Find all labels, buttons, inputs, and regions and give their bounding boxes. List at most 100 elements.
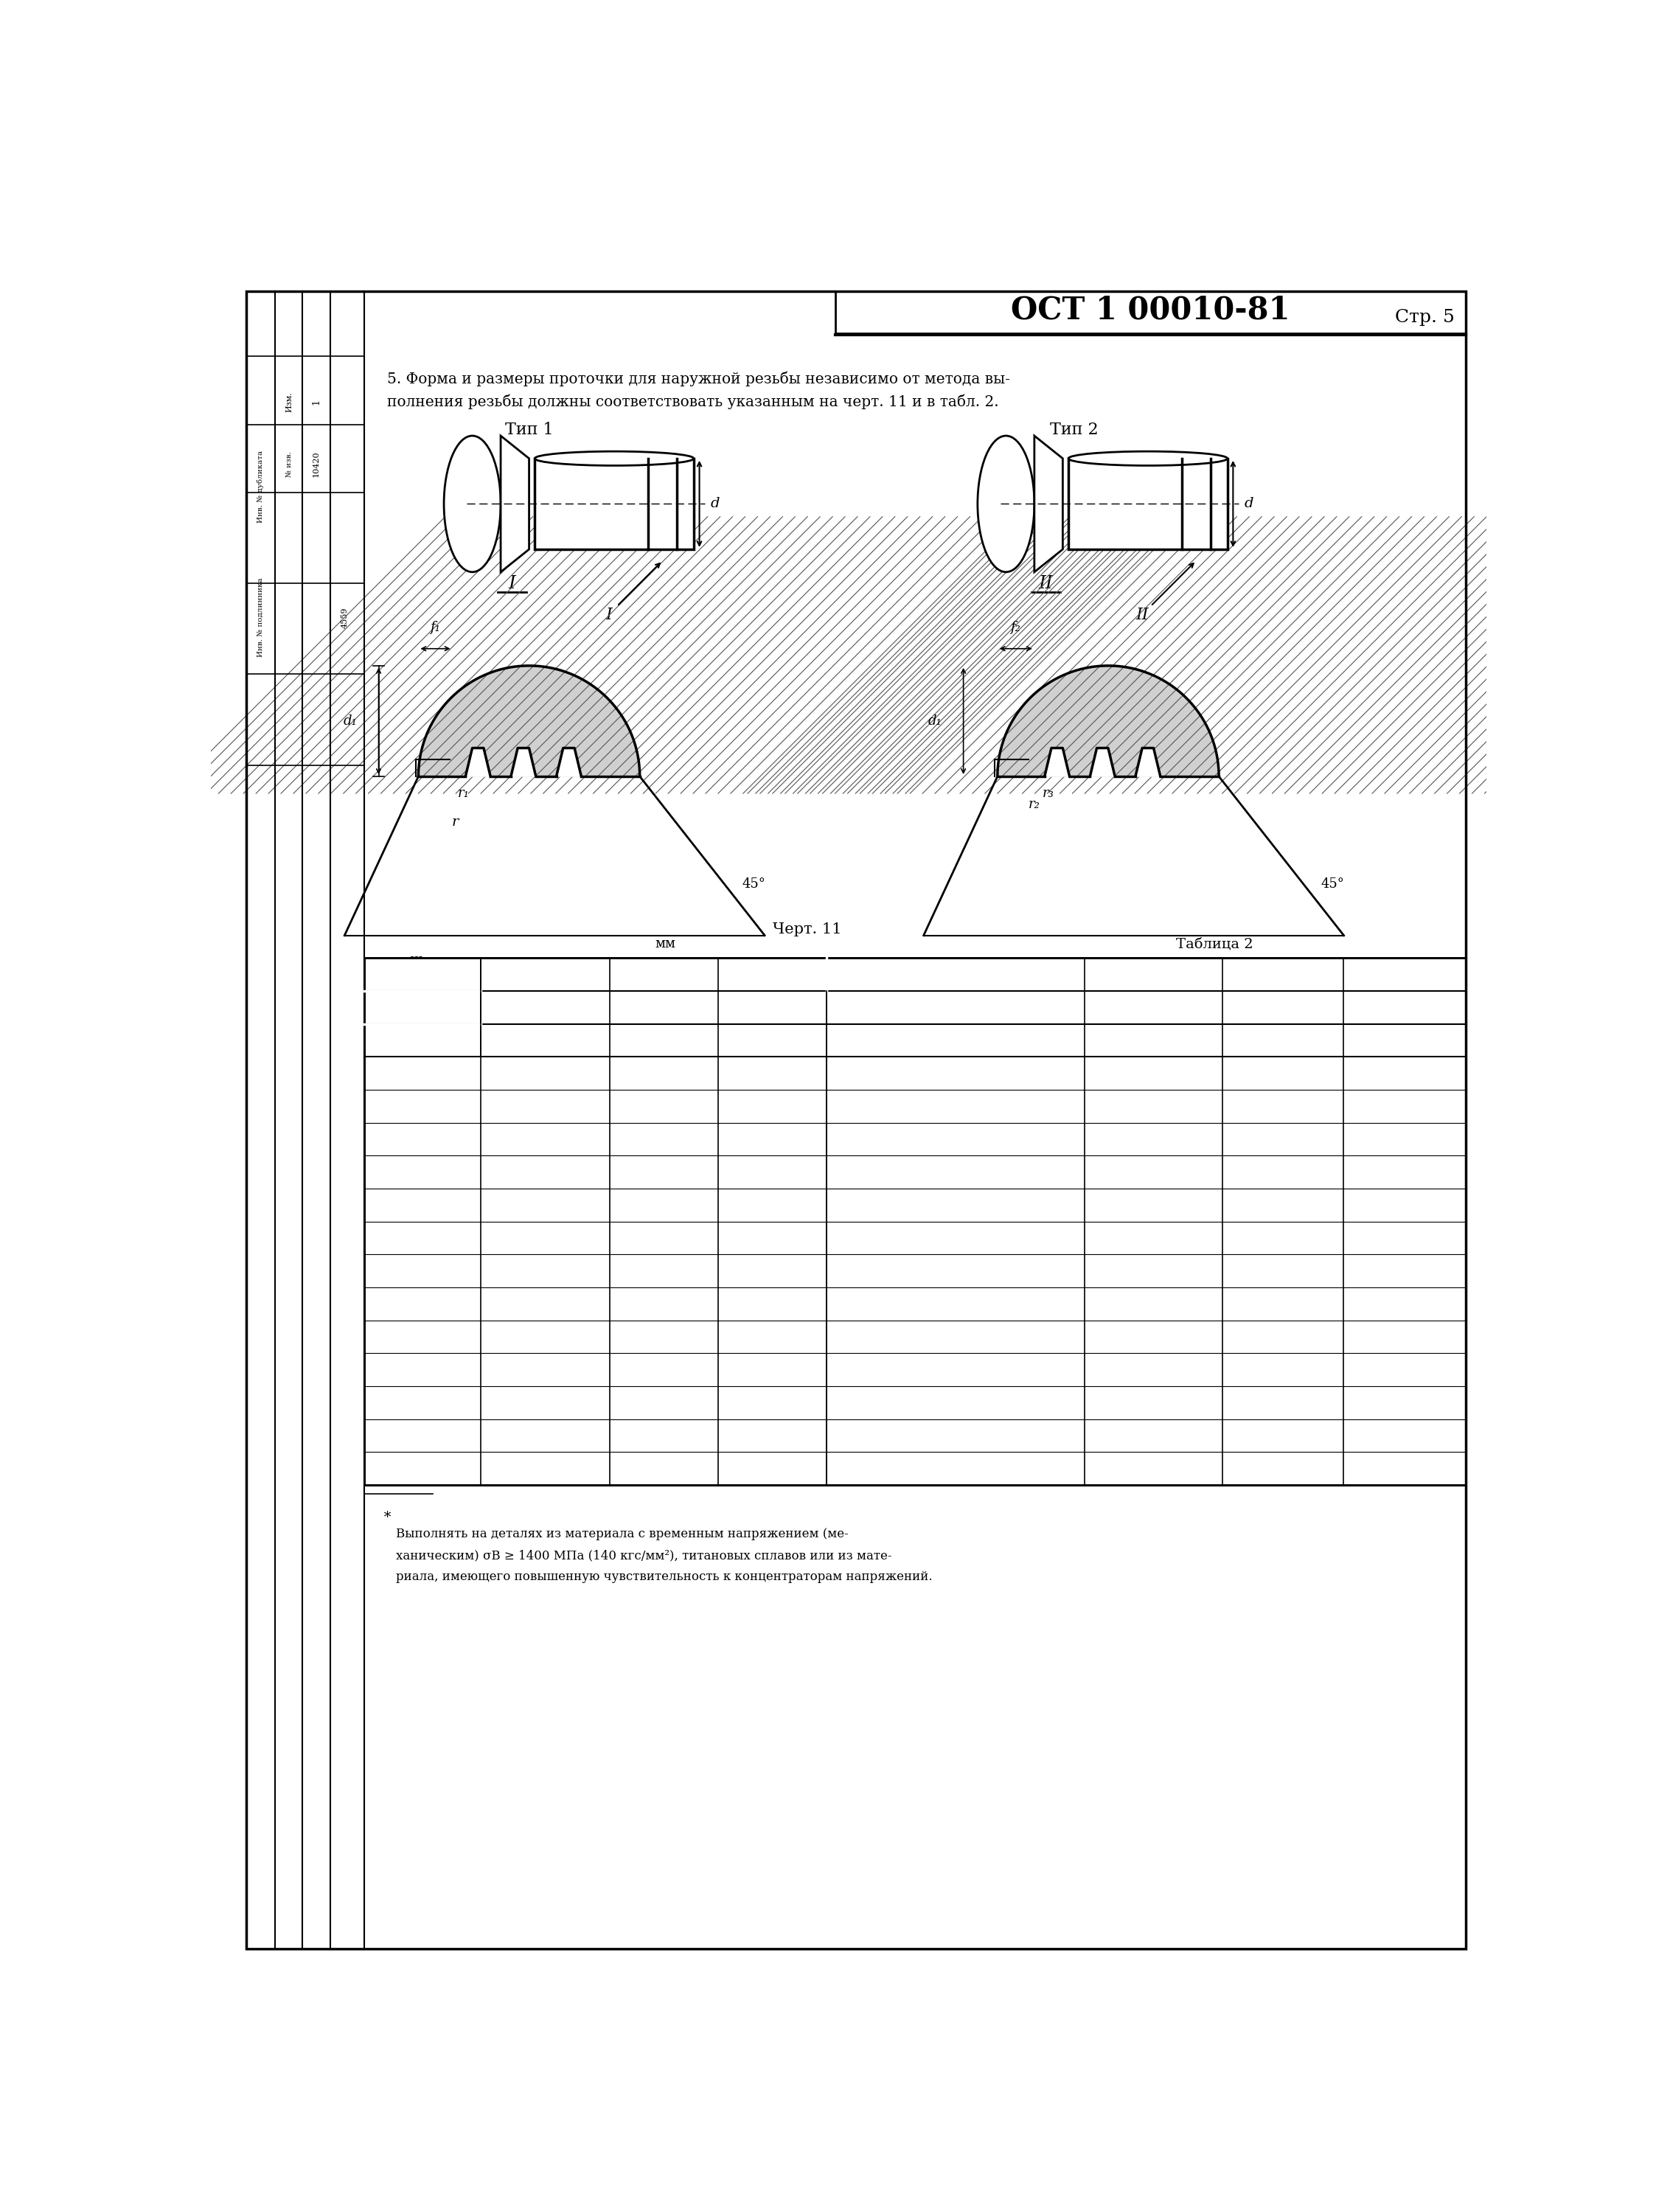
Text: 0,70: 0,70	[409, 1232, 436, 1245]
Text: 1,36: 1,36	[1268, 1396, 1297, 1409]
Text: Тип 1: Тип 1	[505, 422, 553, 438]
Text: r₁: r₁	[459, 787, 470, 801]
Text: 1,50: 1,50	[1268, 1429, 1297, 1442]
Text: f₁: f₁	[540, 1033, 550, 1046]
Text: 1,25: 1,25	[409, 1363, 436, 1376]
Text: 2,0: 2,0	[535, 1329, 555, 1343]
Text: № изв.: № изв.	[286, 451, 293, 478]
Text: II: II	[1136, 606, 1149, 624]
Text: 1,00: 1,00	[409, 1329, 436, 1343]
Polygon shape	[997, 666, 1219, 776]
Text: ханическим) σB ≥ 1400 МПа (140 кгс/мм²), титановых сплавов или из мате-: ханическим) σB ≥ 1400 МПа (140 кгс/мм²),…	[396, 1548, 891, 1562]
Text: 4,0: 4,0	[654, 1429, 674, 1442]
Text: 1,0: 1,0	[535, 1133, 555, 1146]
Text: 3,0: 3,0	[1394, 1462, 1414, 1475]
Text: 2,00: 2,00	[409, 1462, 436, 1475]
Text: -: -	[1280, 1166, 1285, 1179]
Text: r: r	[452, 816, 459, 830]
Text: 3,0: 3,0	[535, 1396, 555, 1409]
Text: r₃: r₃	[1043, 787, 1055, 801]
Text: d: d	[710, 498, 720, 511]
Text: 1: 1	[311, 398, 321, 405]
Text: 0,75: 0,75	[409, 1265, 436, 1276]
Text: f₂: f₂	[1010, 622, 1020, 635]
Ellipse shape	[977, 436, 1035, 573]
Text: d' - 1,8: d' - 1,8	[934, 1363, 977, 1376]
Text: Выполнять на деталях из материала с временным напряжением (ме-: Выполнять на деталях из материала с врем…	[396, 1528, 848, 1540]
Text: Изм.: Изм.	[286, 392, 293, 411]
Text: 0,40: 0,40	[409, 1099, 436, 1113]
Bar	[364, 958, 1466, 1484]
Text: *: *	[369, 1511, 391, 1524]
Text: 4559: 4559	[341, 606, 348, 628]
Text: 1,50: 1,50	[409, 1396, 436, 1409]
Text: Тип 2: Тип 2	[1050, 422, 1098, 438]
Ellipse shape	[444, 436, 500, 573]
Text: f₂: f₂	[1149, 1033, 1159, 1046]
Text: 0,45: 0,45	[409, 1133, 436, 1146]
Text: d' - 1,0: d' - 1,0	[934, 1232, 977, 1245]
Text: 1,0: 1,0	[762, 1429, 782, 1442]
Text: -: -	[1151, 1166, 1156, 1179]
Text: 0,35: 0,35	[409, 1066, 436, 1079]
Text: r₂: r₂	[1028, 799, 1040, 812]
Text: 1,00: 1,00	[1268, 1329, 1297, 1343]
Text: 3,5: 3,5	[1144, 1396, 1163, 1409]
Text: Инв. № дубликата: Инв. № дубликата	[257, 451, 263, 522]
Text: Стр. 5: Стр. 5	[1394, 310, 1454, 325]
Text: 0,5: 0,5	[762, 1298, 782, 1310]
Text: Проточка: Проточка	[939, 969, 1007, 982]
Text: d' - 0,5: d' - 0,5	[934, 1066, 977, 1079]
Text: 0,50: 0,50	[409, 1166, 436, 1179]
Text: 1,6: 1,6	[535, 1265, 555, 1276]
Text: d₁: d₁	[343, 714, 358, 728]
Text: d' - 2,5: d' - 2,5	[934, 1429, 977, 1442]
Polygon shape	[556, 748, 581, 776]
Text: d' - 0,7: d' - 0,7	[934, 1133, 977, 1146]
Text: I: I	[606, 606, 611, 624]
Text: 10420: 10420	[313, 451, 320, 478]
Text: f₁: f₁	[431, 622, 440, 635]
Text: r₂: r₂	[1277, 1033, 1288, 1046]
Bar	[836, 292, 1466, 334]
Text: полнения резьбы должны соответствовать указанным на черт. 11 и в табл. 2.: полнения резьбы должны соответствовать у…	[388, 394, 999, 409]
Text: I: I	[508, 575, 515, 593]
Text: d'f: d'f	[947, 1033, 964, 1046]
Text: r: r	[661, 1033, 667, 1046]
Text: 0,80: 0,80	[409, 1298, 436, 1310]
Text: 0,3: 0,3	[762, 1133, 782, 1146]
Polygon shape	[419, 666, 639, 776]
Text: 45°: 45°	[1321, 878, 1345, 891]
Ellipse shape	[1068, 451, 1227, 465]
Polygon shape	[512, 748, 537, 776]
Text: 2,5: 2,5	[1394, 1396, 1414, 1409]
Text: d₁: d₁	[927, 714, 942, 728]
Text: 2,0: 2,0	[1394, 1329, 1414, 1343]
Text: 4,1: 4,1	[1144, 1462, 1164, 1475]
Text: r₁: r₁	[767, 1033, 778, 1046]
Text: Черт. 11: Черт. 11	[773, 922, 841, 936]
Text: d' - 0,9: d' - 0,9	[934, 1199, 977, 1212]
Text: d' - 2,2: d' - 2,2	[934, 1396, 977, 1409]
Text: 2,8: 2,8	[1144, 1329, 1164, 1343]
Text: 5. Форма и размеры проточки для наружной резьбы независимо от метода вы-: 5. Форма и размеры проточки для наружной…	[388, 372, 1010, 387]
Polygon shape	[1136, 748, 1161, 776]
Text: 1,15: 1,15	[1268, 1363, 1297, 1376]
Text: 1,75: 1,75	[409, 1429, 436, 1442]
Text: d' - 1,5: d' - 1,5	[934, 1329, 977, 1343]
Text: II: II	[1038, 575, 1053, 593]
Ellipse shape	[535, 451, 694, 465]
Text: d' - 1,2: d' - 1,2	[934, 1265, 977, 1276]
Polygon shape	[1045, 748, 1070, 776]
Polygon shape	[1035, 436, 1063, 573]
Polygon shape	[1090, 748, 1114, 776]
Text: -: -	[1403, 1166, 1406, 1179]
Text: Шаг
резьбы
P: Шаг резьбы P	[401, 956, 444, 993]
Text: r₃: r₃	[1399, 1033, 1411, 1046]
Text: d' - 0,8: d' - 0,8	[934, 1166, 977, 1179]
Text: d: d	[1244, 498, 1254, 511]
Text: мм: мм	[656, 938, 676, 951]
Polygon shape	[500, 436, 528, 573]
Text: d' - 3,0: d' - 3,0	[934, 1462, 977, 1475]
Text: 45°: 45°	[742, 878, 765, 891]
